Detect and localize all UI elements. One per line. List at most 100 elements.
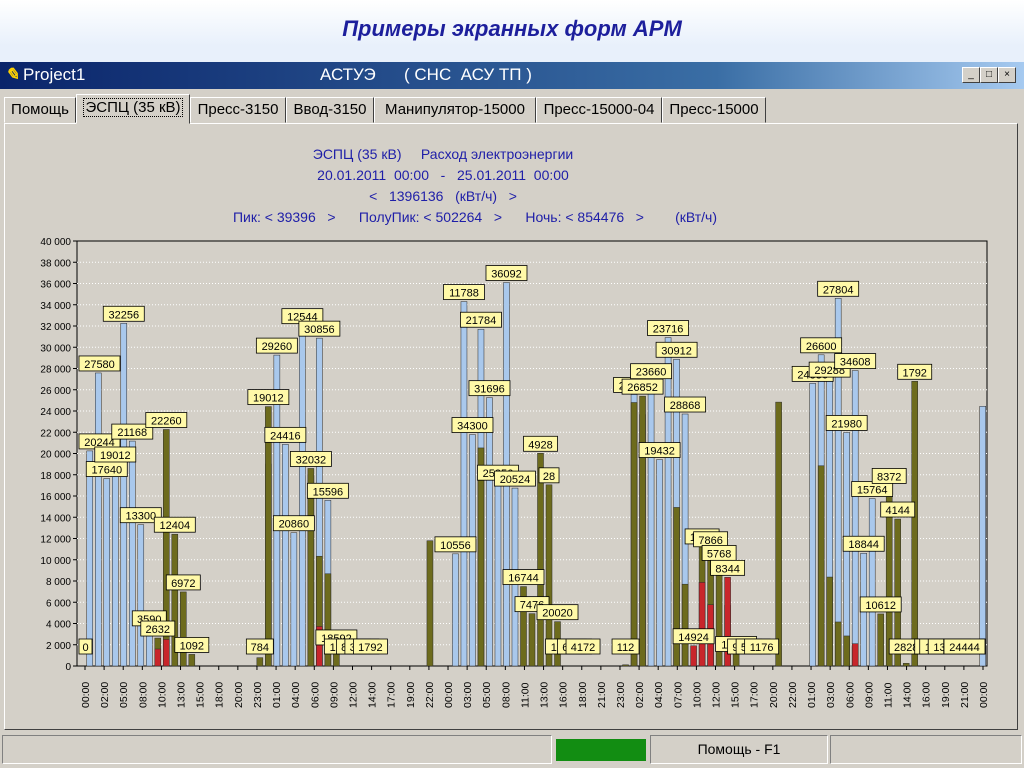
bar-value-label: 20244	[84, 437, 115, 449]
x-tick-label: 00:00	[443, 682, 455, 708]
bar-value-box	[451, 417, 494, 433]
bar-value-box	[880, 501, 916, 518]
x-tick-label: 14:00	[367, 682, 379, 708]
bar-value-label: 31696	[474, 384, 505, 396]
bar-value-box	[78, 638, 93, 655]
bar-value-box	[536, 604, 579, 621]
bar	[673, 507, 680, 667]
bar	[724, 577, 731, 667]
tab-press-15000[interactable]: Пресс-15000	[662, 97, 766, 123]
bar-value-label: 6972	[171, 578, 195, 590]
close-button[interactable]: ×	[998, 67, 1016, 83]
bar	[112, 463, 119, 667]
status-cell-main	[2, 735, 552, 764]
bar-value-box	[165, 574, 201, 591]
x-tick-label: 21:00	[959, 682, 971, 708]
bar-value-label: 34300	[457, 421, 488, 433]
bar-value-label: 30912	[661, 345, 692, 357]
bar-value-box	[842, 535, 885, 552]
maximize-button[interactable]: □	[980, 67, 998, 83]
x-tick-label: 14:00	[902, 682, 914, 708]
bar-value-box	[494, 470, 536, 487]
bar-value-label: 34608	[840, 357, 871, 369]
bar-value-label: 2632	[146, 624, 170, 636]
bar-value-label: 16744	[508, 573, 539, 585]
bar-value-box	[538, 467, 560, 484]
window-subtitle-2: ( СНС АСУ ТП )	[404, 65, 532, 84]
bar	[809, 383, 816, 667]
bar	[129, 440, 136, 667]
x-tick-label: 01:00	[271, 682, 283, 708]
bar-value-label: 11788	[449, 288, 479, 300]
bar-value-label: 784	[251, 642, 269, 654]
status-bar: Помощь - F1	[0, 733, 1024, 768]
y-tick-label: 14 000	[40, 513, 71, 524]
bar-value-label: 19012	[253, 393, 284, 405]
tab-press-3150[interactable]: Пресс-3150	[190, 97, 286, 123]
bar	[282, 444, 289, 667]
y-tick-label: 34 000	[40, 301, 71, 312]
bar	[265, 406, 272, 667]
x-tick-label: 02:00	[99, 682, 111, 708]
bar-value-label: 12544	[287, 312, 318, 324]
tab-vvod-3150[interactable]: Ввод-3150	[286, 97, 374, 123]
bar	[273, 354, 281, 667]
bar-value-label: 0	[82, 642, 88, 654]
bar	[307, 468, 315, 667]
x-tick-label: 09:00	[328, 682, 340, 708]
x-tick-label: 12:00	[711, 682, 723, 708]
tab-help[interactable]: Помощь	[4, 97, 76, 123]
bar-value-box	[565, 638, 601, 655]
y-tick-label: 20 000	[40, 450, 71, 461]
x-tick-label: 16:00	[921, 682, 933, 708]
bar-value-box	[247, 389, 290, 405]
status-indicator	[556, 739, 646, 761]
bar-value-box	[825, 415, 868, 431]
x-tick-label: 20:00	[233, 682, 245, 708]
tab-espc-35kv[interactable]: ЭСПЦ (35 кВ)	[76, 94, 190, 124]
bar	[163, 639, 170, 667]
x-tick-label: 19:00	[940, 682, 952, 708]
bar-value-label: 32256	[108, 309, 139, 321]
y-tick-label: 24 000	[40, 407, 71, 418]
bar-value-label: 26600	[806, 341, 837, 353]
bar	[843, 635, 850, 667]
tab-manipulator-15000[interactable]: Манипулятор-15000	[374, 97, 536, 123]
bar-value-label: 4172	[571, 642, 595, 654]
x-tick-label: 02:00	[634, 682, 646, 708]
bar-value-label: 24444	[949, 642, 980, 654]
bar-value-label: 24416	[270, 430, 301, 442]
bar	[180, 591, 187, 667]
bar-value-box	[264, 426, 307, 443]
bar-value-box	[468, 380, 511, 397]
bar-value-box	[834, 353, 877, 369]
x-tick-label: 13:00	[176, 682, 188, 708]
x-tick-label: 15:00	[195, 682, 207, 708]
title-bar[interactable]: ✎ Project1 АСТУЭ ( СНС АСУ ТП ) _ □ ×	[0, 62, 1024, 89]
bar	[979, 406, 986, 667]
bar	[656, 459, 663, 667]
bar-value-box	[78, 355, 121, 372]
tab-press-15000-04[interactable]: Пресс-15000-04	[536, 97, 662, 123]
x-tick-label: 08:00	[500, 682, 512, 708]
bar-value-box	[871, 468, 907, 484]
bar	[120, 323, 128, 667]
x-tick-label: 19:00	[405, 682, 417, 708]
bar	[528, 613, 536, 667]
y-tick-label: 6 000	[46, 598, 71, 609]
tab-espc-35kv-label: ЭСПЦ (35 кВ)	[83, 98, 183, 117]
window-subtitle: АСТУЭ	[320, 65, 376, 84]
energy-chart: ЭСПЦ (35 кВ) Расход электроэнергии 20.01.…	[40, 146, 990, 708]
bar	[477, 447, 485, 667]
bar-value-label: 32032	[296, 454, 327, 466]
bar-value-label: 21168	[117, 427, 147, 439]
x-tick-label: 23:00	[615, 682, 627, 708]
minimize-button[interactable]: _	[962, 67, 980, 83]
bar-value-label: 17640	[91, 465, 122, 477]
bar	[851, 370, 859, 667]
bar	[486, 397, 493, 667]
bar-value-box	[710, 559, 746, 576]
x-tick-label: 23:00	[252, 682, 264, 708]
y-tick-label: 30 000	[40, 343, 71, 354]
bar	[520, 586, 527, 667]
